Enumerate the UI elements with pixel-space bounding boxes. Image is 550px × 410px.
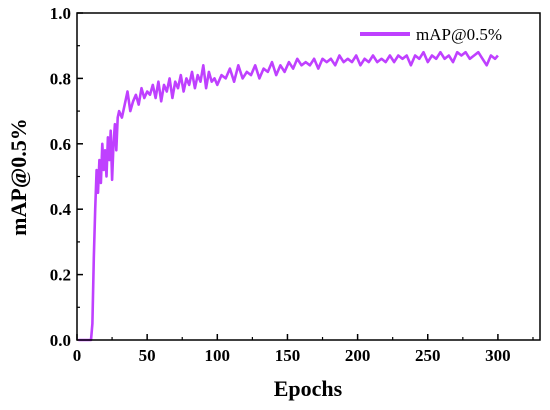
x-tick-label: 300 [485,346,511,365]
x-axis-title: Epochs [274,376,343,401]
x-tick-label: 250 [415,346,441,365]
x-tick-label: 100 [205,346,231,365]
legend: mAP@0.5% [360,25,502,44]
y-tick-label: 0.0 [50,331,71,350]
y-axis-title: mAP@0.5% [6,118,31,236]
y-tick-label: 0.2 [50,266,71,285]
legend-label: mAP@0.5% [416,25,502,44]
y-tick-label: 0.4 [50,200,72,219]
y-tick-label: 0.6 [50,135,71,154]
x-tick-label: 50 [139,346,156,365]
axis-ticks: 0 50 100 150 200 250 300 0.0 0.2 0.4 0.6 0.8 1.0 [50,4,534,365]
y-tick-label: 0.8 [50,69,71,88]
y-tick-label: 1.0 [50,4,71,23]
plot-frame [76,12,541,341]
x-tick-label: 200 [345,346,371,365]
series-layer [78,50,499,342]
series-line [78,50,499,342]
x-tick-label: 150 [275,346,301,365]
x-tick-label: 0 [73,346,82,365]
